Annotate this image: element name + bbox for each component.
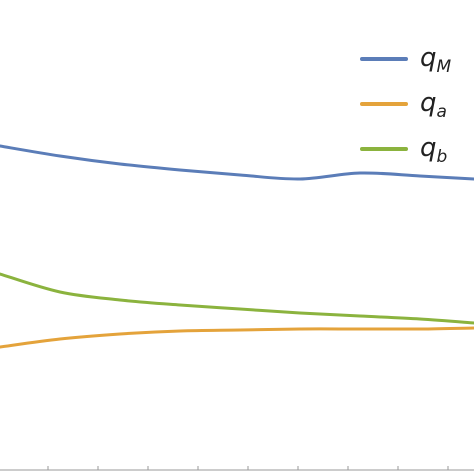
legend-item-qa: qa bbox=[360, 88, 447, 122]
series-line-qb bbox=[0, 272, 474, 325]
legend-item-qM: qM bbox=[360, 43, 452, 77]
legend-label-sub-qa: a bbox=[437, 102, 447, 122]
legend-item-qb: qb bbox=[360, 133, 447, 167]
x-axis-ticks bbox=[47, 466, 449, 470]
legend-label-sub-qb: b bbox=[437, 147, 448, 167]
series-line-qa bbox=[0, 326, 474, 349]
series-lines bbox=[0, 144, 474, 349]
legend-label-sub-qM: M bbox=[437, 57, 452, 77]
legend-label-base-qM: q bbox=[420, 43, 437, 73]
legend-label-base-qb: q bbox=[420, 133, 437, 163]
series-line-qM bbox=[0, 144, 474, 181]
legend-label-base-qa: q bbox=[420, 88, 437, 118]
legend-label-qb: qb bbox=[420, 133, 447, 167]
legend-label-qM: qM bbox=[420, 43, 452, 77]
legend-label-qa: qa bbox=[420, 88, 447, 122]
